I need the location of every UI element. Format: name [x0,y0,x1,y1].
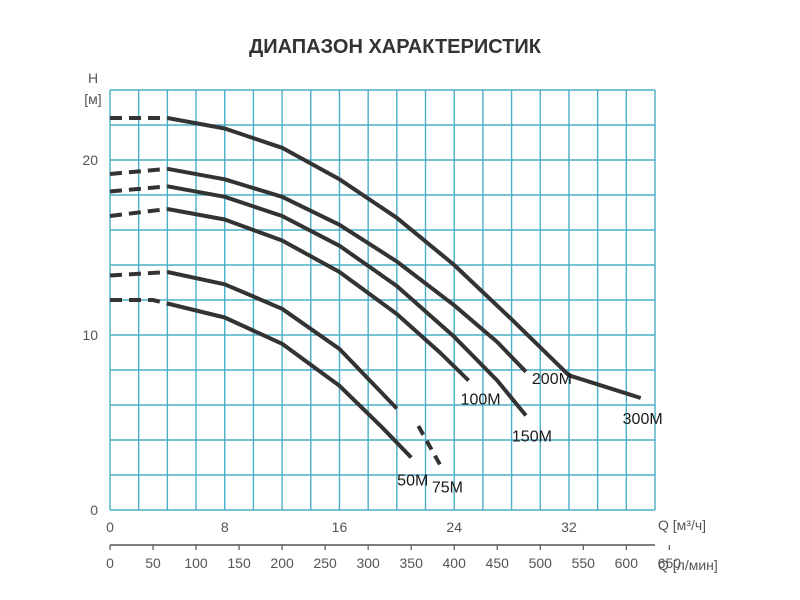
x2-tick-label: 400 [443,555,467,571]
series-label-100M: 100M [461,392,501,409]
series-label-300M: 300M [623,411,663,428]
x2-tick-label: 500 [529,555,553,571]
x-tick-label: 0 [106,519,114,535]
curve-50M-dashed-start [110,298,168,306]
curve-75M-dashed-start [109,270,168,278]
x-tick-label: 32 [561,519,577,535]
x2-axis-label: Q [л/мин] [658,557,718,573]
y-tick-label: 20 [82,152,98,168]
series-label-200M: 200M [532,371,572,388]
curve-100M [167,207,470,382]
curve-150M [167,184,528,417]
curve-100M-dashed-start [109,207,168,218]
curve-75M-dashed-end [416,425,442,466]
x2-tick-label: 300 [356,555,380,571]
series-label-75M: 75M [432,480,463,497]
y-axis-label: H [88,70,98,86]
y-axis-unit: [м] [84,91,101,107]
curve-50M [166,301,413,459]
x-tick-label: 16 [332,519,348,535]
x2-tick-label: 450 [486,555,510,571]
curves [109,116,642,466]
x2-tick-label: 600 [615,555,639,571]
x-tick-label: 8 [221,519,229,535]
chart-title: ДИАПАЗОН ХАРАКТЕРИСТИК [249,36,542,58]
x2-tick-label: 150 [227,555,251,571]
curve-150M-dashed-start [109,184,168,194]
y-tick-label: 10 [82,327,98,343]
grid [109,89,656,511]
series-label-150M: 150M [512,429,552,446]
x2-tick-label: 50 [145,555,161,571]
x2-tick-label: 250 [313,555,337,571]
curve-200M [167,166,528,374]
curve-75M [166,270,399,410]
x2-tick-label: 100 [184,555,208,571]
y-tick-label: 0 [90,502,98,518]
curve-300M [167,116,642,400]
x2-tick-label: 650 [658,555,682,571]
x-tick-label: 24 [446,519,462,535]
curve-200M-dashed-start [109,166,168,176]
x2-tick-label: 200 [270,555,294,571]
series-label-50M: 50M [397,473,428,490]
x-axis-label: Q [м³/ч] [658,517,706,533]
x2-tick-label: 350 [400,555,424,571]
x2-tick-label: 0 [106,555,114,571]
x2-tick-label: 550 [572,555,596,571]
